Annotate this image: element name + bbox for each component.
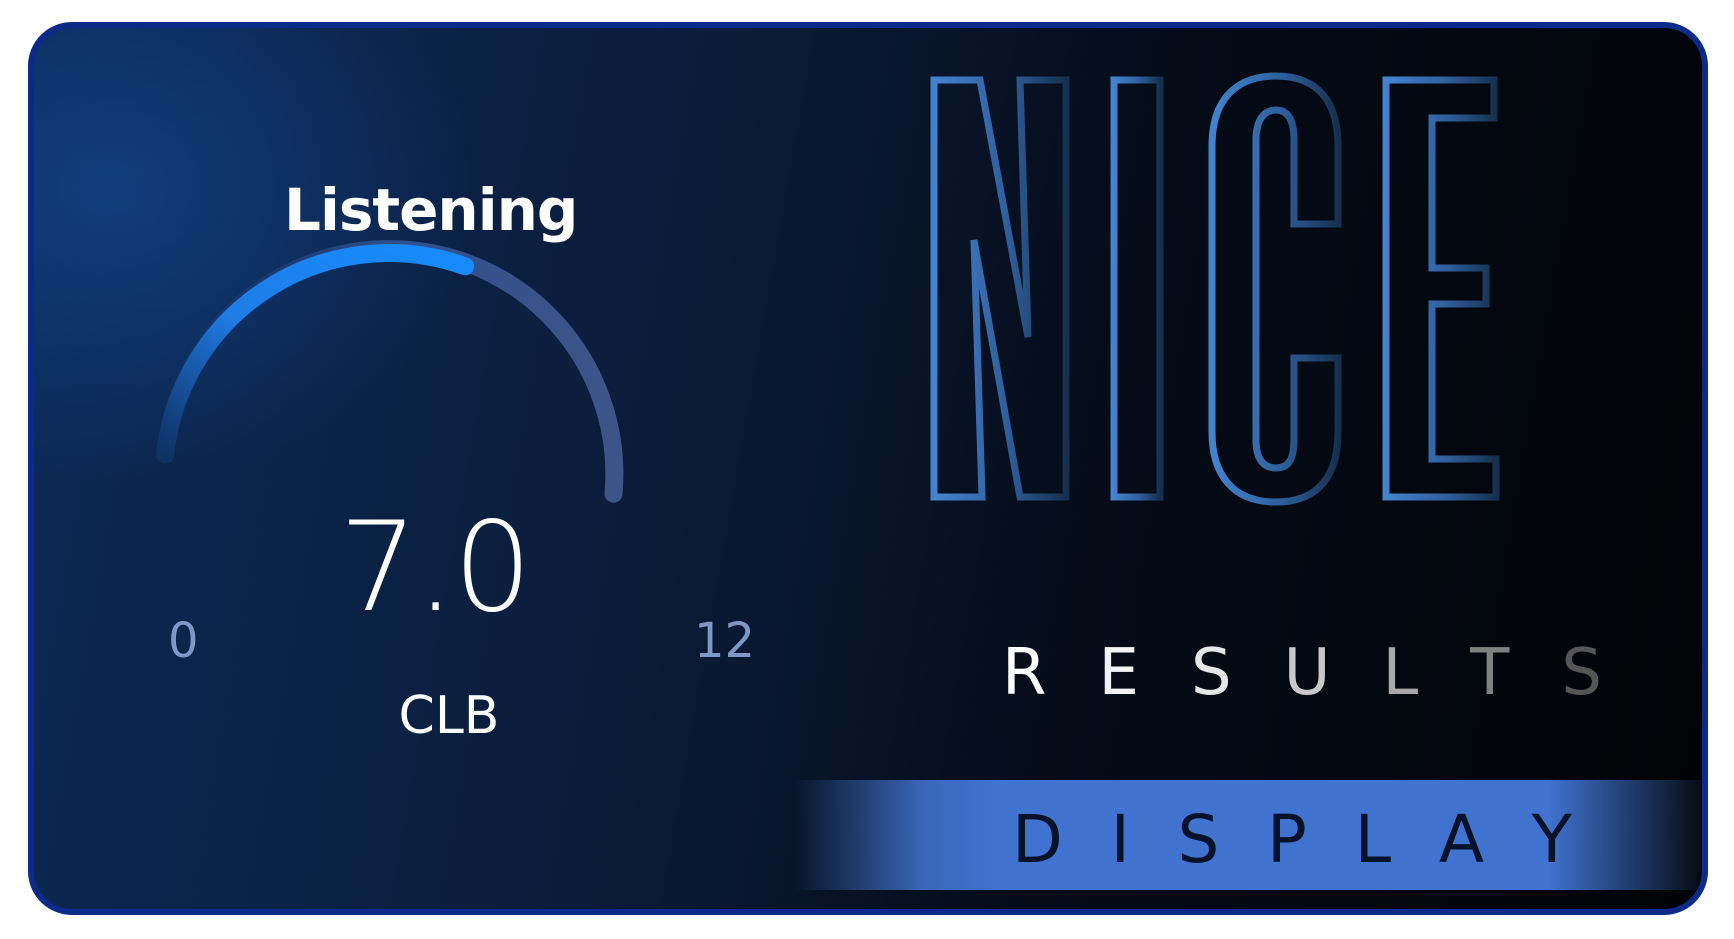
nice-letter-n: [930, 76, 1070, 501]
display-letter: L: [1354, 801, 1392, 878]
section-title: Listening: [284, 176, 578, 244]
display-letter: Y: [1531, 801, 1572, 878]
display-label: D I S P L A Y: [1012, 801, 1572, 878]
results-letter: T: [1470, 636, 1510, 710]
score-unit: CLB: [398, 686, 500, 746]
display-letter: A: [1438, 801, 1484, 878]
nice-outline-heading: [930, 72, 1500, 506]
gauge-max-label: 12: [694, 613, 756, 669]
nice-letter-e: [1382, 76, 1500, 501]
results-letter: U: [1283, 636, 1331, 710]
nice-letter-i: [1110, 76, 1164, 501]
score-gauge: [156, 240, 624, 503]
display-letter: I: [1110, 801, 1130, 878]
results-card: Listening 7.0 CLB 0 12 R E S U L T S D I…: [28, 22, 1708, 915]
display-letter: D: [1012, 801, 1063, 878]
display-letter: P: [1267, 801, 1307, 878]
nice-letter-c: [1208, 72, 1342, 506]
results-letter: L: [1382, 636, 1419, 710]
score-value: 7.0: [339, 496, 532, 640]
gauge-fill: [156, 244, 475, 464]
display-banner: [794, 780, 1702, 890]
gauge-min-label: 0: [168, 613, 199, 669]
results-letter: S: [1561, 636, 1602, 710]
results-letter: R: [1002, 636, 1047, 710]
display-letter: S: [1177, 801, 1220, 878]
results-letter: S: [1190, 636, 1232, 710]
results-subtitle: R E S U L T S: [1002, 636, 1602, 710]
results-letter: E: [1098, 636, 1139, 710]
